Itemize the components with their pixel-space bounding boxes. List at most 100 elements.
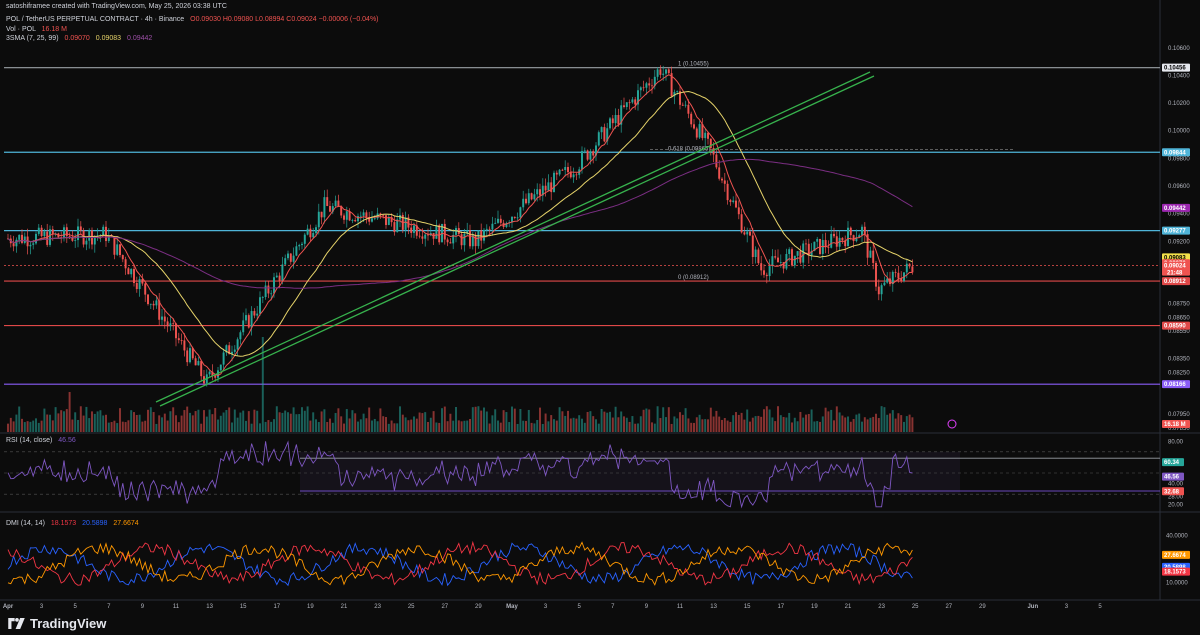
rsi-tag: [1162, 472, 1184, 481]
volume-bar: [785, 417, 788, 432]
volume-bar: [110, 422, 113, 432]
volume-bar: [259, 423, 261, 432]
candle-body: [21, 234, 23, 243]
volume-bar: [737, 414, 740, 432]
price-tag-label: 0.08166: [1164, 382, 1186, 388]
volume-bar: [177, 422, 180, 432]
volume-bar: [119, 408, 121, 432]
trading-chart[interactable]: 1 (0.10455) 0.618 (0.09865) 0 (0.08912) 80…: [0, 0, 1200, 613]
candle-body: [861, 226, 863, 236]
volume-bar: [861, 421, 863, 432]
price-tag: [1162, 148, 1190, 157]
candle-body: [749, 231, 751, 236]
volume-bar: [191, 415, 194, 432]
volume-bar: [894, 418, 897, 432]
candle-body: [782, 262, 785, 269]
candle-body: [877, 286, 880, 295]
candle-body: [614, 114, 617, 124]
candle-body: [667, 69, 670, 74]
volume-bar: [309, 420, 312, 432]
tradingview-brand[interactable]: TradingView: [8, 616, 106, 631]
volume-bar: [298, 414, 301, 432]
dmi-plus-value: 20.5898: [82, 520, 108, 527]
volume-bar: [637, 423, 639, 432]
candle-body: [838, 237, 841, 247]
candle-body: [18, 234, 21, 240]
volume-bar: [250, 423, 253, 432]
time-axis-label: 29: [979, 604, 986, 610]
candle-body: [908, 263, 911, 267]
volume-bar: [127, 420, 130, 432]
volume-bar: [373, 418, 376, 432]
candle-body: [51, 229, 54, 235]
volume-bar: [712, 416, 715, 432]
candle-body: [130, 268, 133, 275]
trendline-channel[interactable]: [155, 71, 875, 407]
volume-bar: [749, 421, 751, 432]
candle-body: [343, 215, 345, 220]
candle-body: [869, 250, 872, 258]
volume-bar: [653, 423, 656, 432]
candle-body: [200, 361, 203, 377]
candle-body: [399, 214, 401, 220]
volume-bar: [93, 413, 96, 432]
candle-body: [127, 268, 130, 275]
volume-bar: [270, 421, 273, 432]
price-axis-label: 0.08350: [1168, 357, 1190, 363]
volume-bar: [219, 415, 222, 432]
time-axis[interactable]: Apr 3 5 7 9 11 13 15 17 19 21 23 25 27 29 May 3 5 7 9 11 13 15…: [3, 604, 1103, 610]
candle-body: [208, 371, 211, 375]
candle-body: [312, 233, 315, 238]
candle-body: [653, 76, 656, 86]
candle-body: [592, 151, 595, 156]
candle-body: [779, 262, 782, 263]
candle-body: [390, 217, 393, 223]
volume-bar: [782, 417, 785, 432]
price-axis[interactable]: 0.10600 0.10400 0.10200 0.10000 0.09800 0.096…: [1168, 46, 1190, 432]
price-tag-label: 0.10456: [1164, 66, 1186, 72]
volume-bar: [278, 412, 281, 432]
volume-bar: [516, 423, 519, 432]
candle-body: [645, 83, 648, 88]
volume-bar: [371, 420, 373, 432]
volume-bar: [550, 415, 553, 432]
price-axis-label: 0.10600: [1168, 46, 1190, 52]
volume-bar: [256, 410, 259, 432]
candle-body: [754, 249, 757, 258]
volume-bar: [519, 408, 522, 432]
candle-body: [65, 227, 68, 237]
volume-bar: [768, 409, 771, 432]
price-tags: 0.10456 0.09844 0.09442 0.09277 0.09083 0.090…: [947, 63, 1190, 576]
volume-bar: [673, 416, 676, 432]
candle-body: [737, 207, 740, 215]
volume-bar: [877, 418, 880, 432]
candle-body: [270, 293, 273, 295]
candle-body: [259, 297, 261, 314]
candle-body: [183, 340, 186, 351]
candle-body: [337, 200, 340, 207]
volume-bar: [12, 421, 15, 432]
volume-bar: [642, 409, 645, 432]
volume-bar: [435, 422, 438, 432]
rsi-tag: [1162, 487, 1184, 496]
time-axis-label: 21: [845, 604, 852, 610]
time-axis-label: 7: [611, 604, 615, 610]
candle-body: [23, 236, 26, 243]
volume-bar: [779, 415, 782, 432]
candle-body: [275, 275, 278, 278]
candle-body: [519, 207, 522, 218]
volume-bar: [65, 409, 68, 432]
volume-bar: [541, 423, 544, 432]
candle-body: [211, 371, 214, 376]
candle-body: [891, 271, 894, 285]
candle-body: [46, 231, 49, 245]
chart-credit: satoshiframee created with TradingView.c…: [6, 3, 227, 10]
volume-bar: [144, 420, 147, 432]
candle-body: [589, 151, 592, 160]
volume-bar: [217, 419, 219, 432]
candle-body: [105, 226, 107, 242]
volume-bar: [130, 410, 133, 432]
volume-bar: [466, 420, 469, 432]
candle-body: [102, 226, 105, 236]
rsi-axis-label: 40.00: [1168, 482, 1184, 488]
